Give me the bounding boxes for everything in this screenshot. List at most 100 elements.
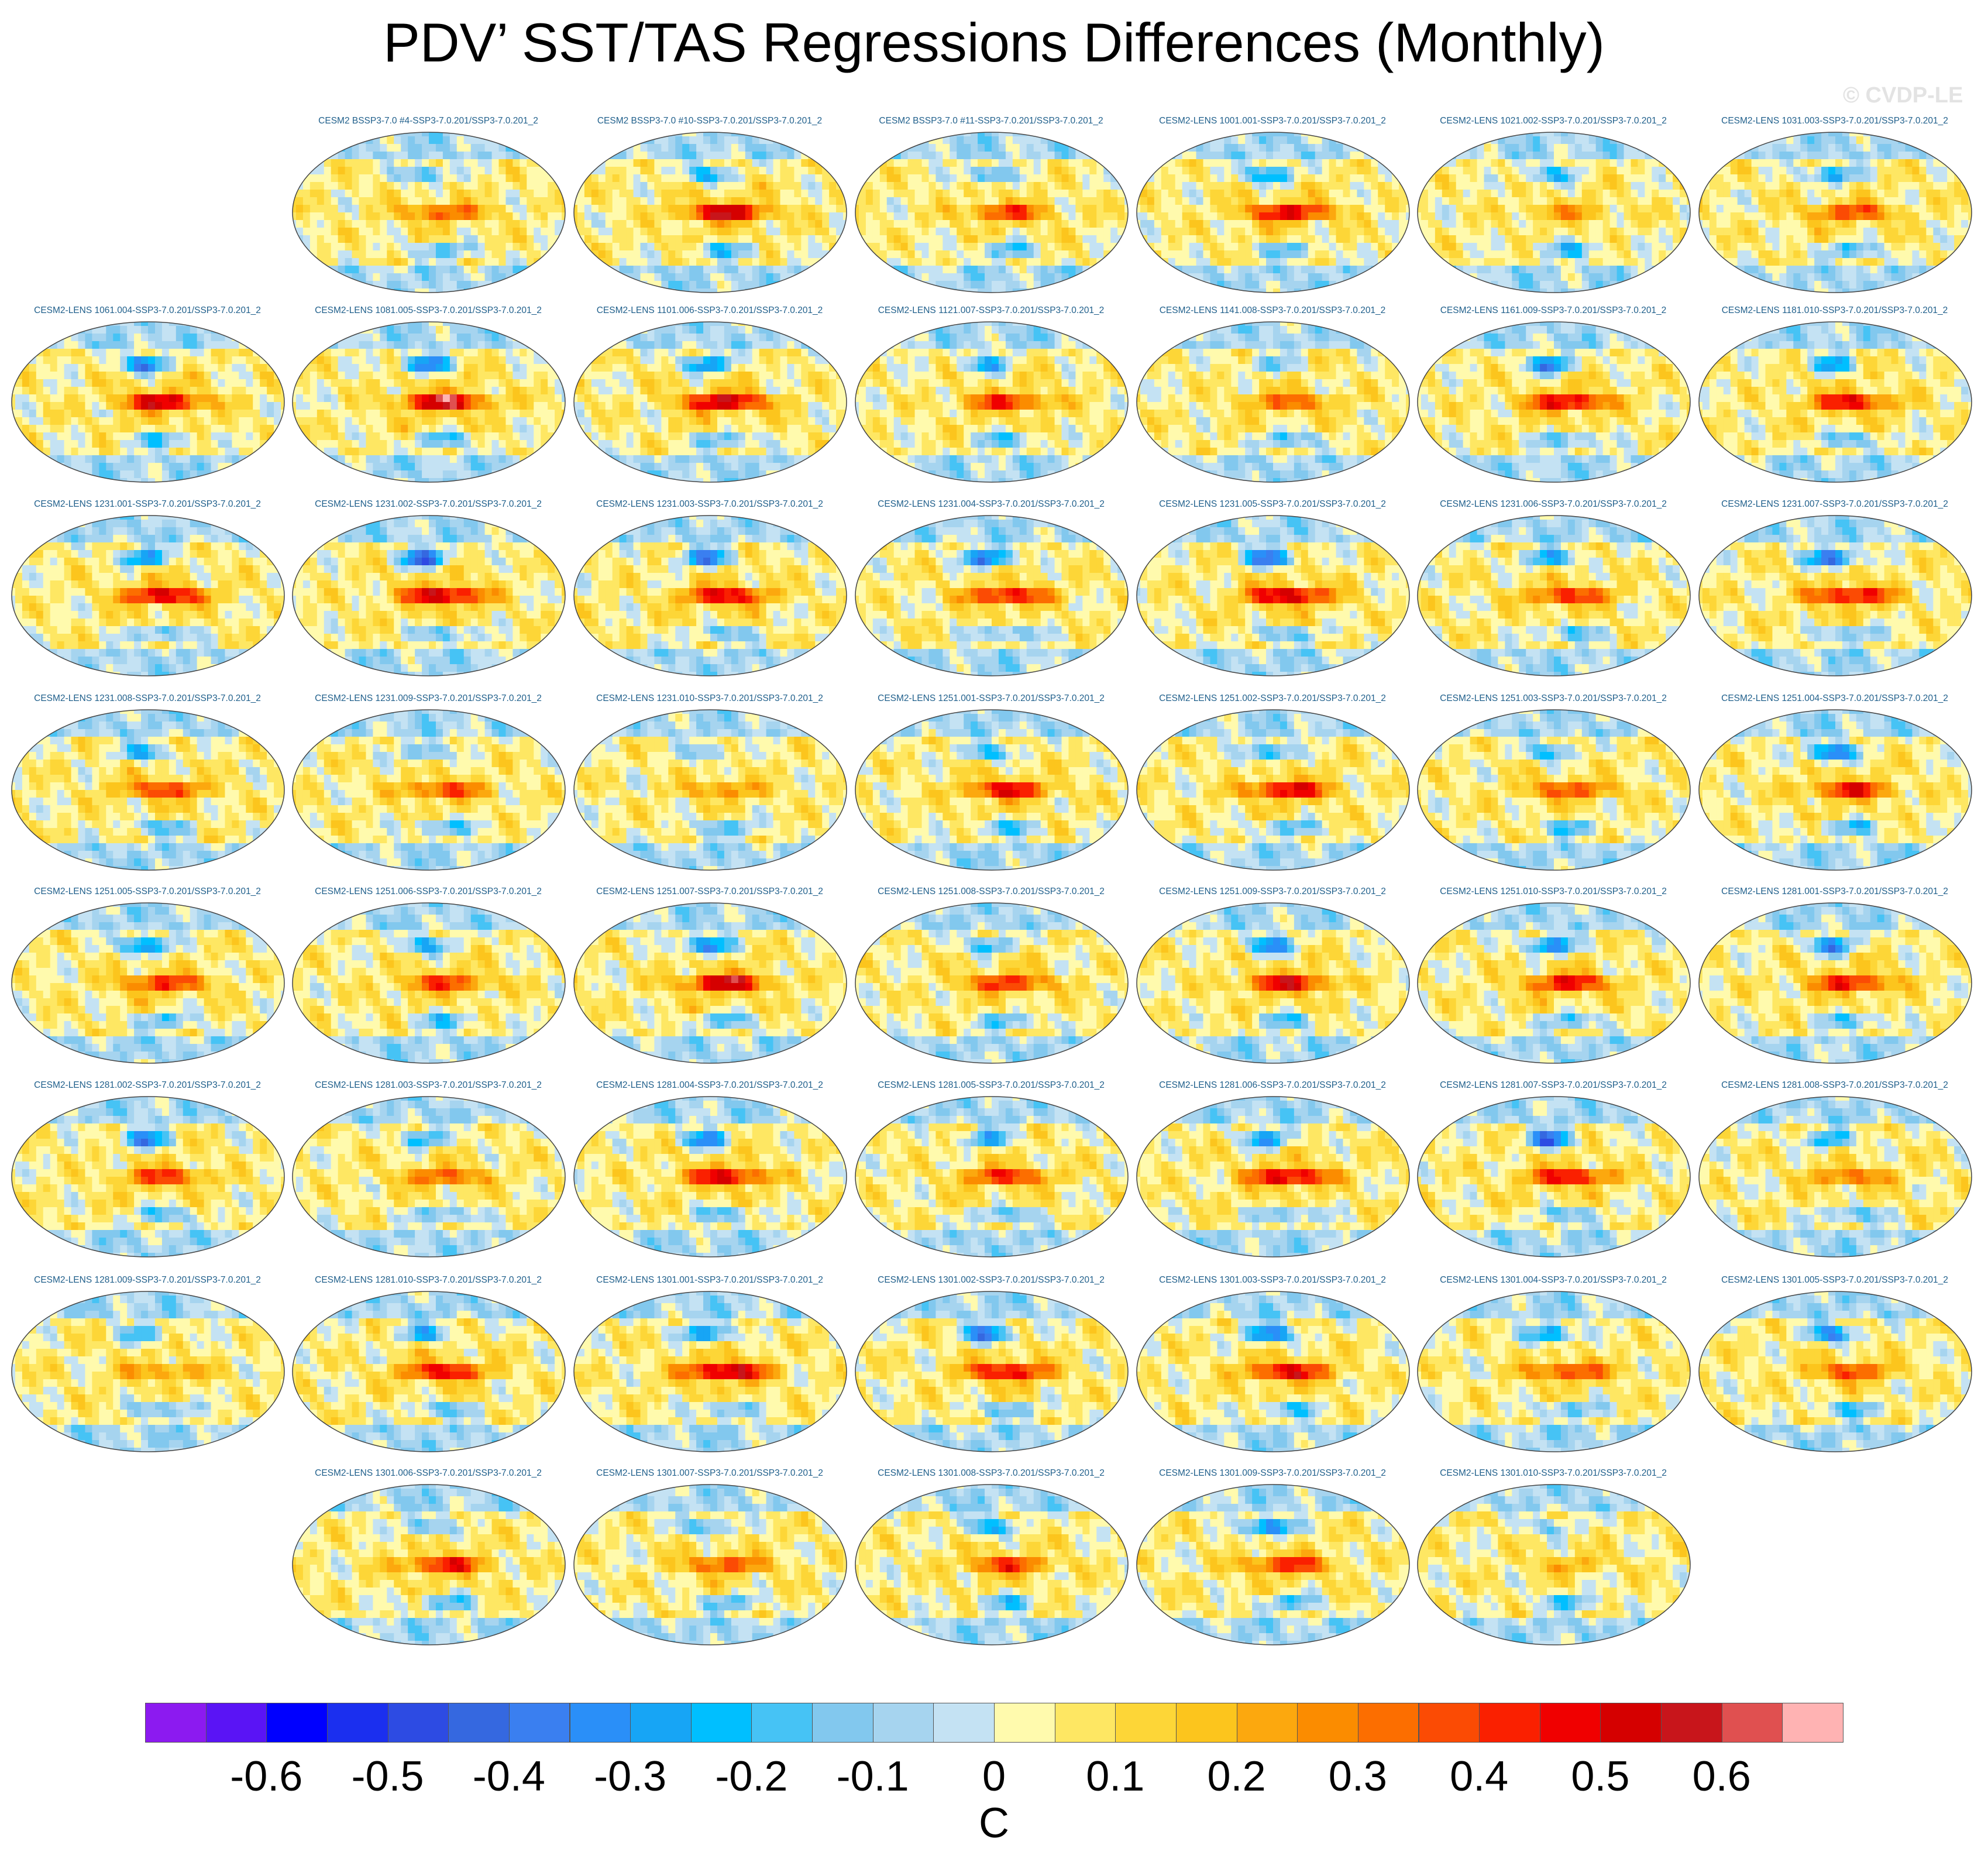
map-cell [1786,197,1794,205]
map-cell [1560,273,1569,281]
map-cell [1406,288,1409,293]
map-cell [1315,190,1323,198]
map-cell [1442,167,1450,175]
map-cell [1926,136,1934,145]
map-cell [1217,228,1225,236]
map-cell [1189,281,1197,289]
map-cell [1716,197,1724,205]
map-cell [527,152,534,160]
map-cell [1547,212,1554,221]
map-cell [1560,235,1569,243]
map-cell [562,152,565,160]
map-cell [498,266,507,274]
map-cell [394,190,401,198]
map-cell [1137,220,1141,228]
map-cell [738,258,746,266]
map-cell [1470,281,1478,289]
map-cell [1638,273,1645,281]
map-cell [928,205,936,213]
map-cell [373,132,380,137]
map-cell [1533,281,1540,289]
map-cell [717,167,725,175]
map-cell [422,152,429,160]
map-cell [1940,197,1948,205]
map-cell [689,167,697,175]
map-cell [1905,167,1913,175]
map-cell [1217,159,1225,167]
map-cell [1574,190,1583,198]
map-cell [780,205,788,213]
map-cell [456,136,465,145]
map-cell [527,266,534,274]
map-cell [309,190,318,198]
map-cell [1954,159,1962,167]
map-cell [1687,258,1690,266]
map-cell [1540,190,1547,198]
map-cell [1898,167,1906,175]
map-cell [682,235,690,243]
map-cell [1308,205,1316,213]
map-cell [1343,250,1351,259]
map-cell [886,243,895,251]
map-cell [1807,167,1815,175]
map-cell [449,212,458,221]
map-cell [513,136,520,145]
map-cell [738,174,746,183]
map-cell [654,182,662,190]
map-cell [787,288,794,293]
map-cell [801,266,809,274]
map-cell [745,205,753,213]
map-cell [1456,228,1464,236]
map-cell [1168,273,1176,281]
map-cell [752,235,760,243]
map-cell [1961,136,1969,145]
map-cell [745,250,753,259]
map-cell [1567,152,1576,160]
map-cell [1800,174,1808,183]
map-cell [654,228,662,236]
map-cell [1588,182,1597,190]
map-cell [1631,220,1638,228]
map-cell [858,281,866,289]
map-cell [1301,167,1309,175]
map-cell [943,212,950,221]
map-cell [661,132,669,137]
map-cell [900,228,909,236]
map-cell [1947,205,1955,213]
map-cell [1203,167,1211,175]
map-cell [1103,281,1111,289]
map-cell [394,288,401,293]
map-cell [331,205,339,213]
map-cell [1161,190,1169,198]
map-cell [1442,281,1450,289]
map-cell [1863,212,1871,221]
map-cell [1609,266,1618,274]
map-cell [921,243,930,251]
map-cell [1449,228,1457,236]
map-cell [598,174,606,183]
map-cell [302,250,311,259]
map-cell [914,159,923,167]
map-cell [1196,132,1204,137]
map-cell [449,266,458,274]
map-cell [759,228,767,236]
map-cell [605,258,613,266]
map-cell [1103,152,1111,160]
map-cell [950,273,957,281]
map-cell [1357,250,1364,259]
map-cell [1301,132,1309,137]
map-cell [1828,182,1836,190]
map-cell [950,159,957,167]
map-cell [1266,250,1274,259]
map-cell [1716,220,1724,228]
map-cell [1512,273,1519,281]
map-cell [605,228,613,236]
map-cell [717,197,725,205]
map-cell [442,144,450,152]
map-cell [1449,243,1457,251]
map-cell [1652,152,1659,160]
map-cell [548,144,555,152]
map-cell [1273,132,1281,137]
map-cell [520,132,527,137]
map-cell [1245,132,1253,137]
